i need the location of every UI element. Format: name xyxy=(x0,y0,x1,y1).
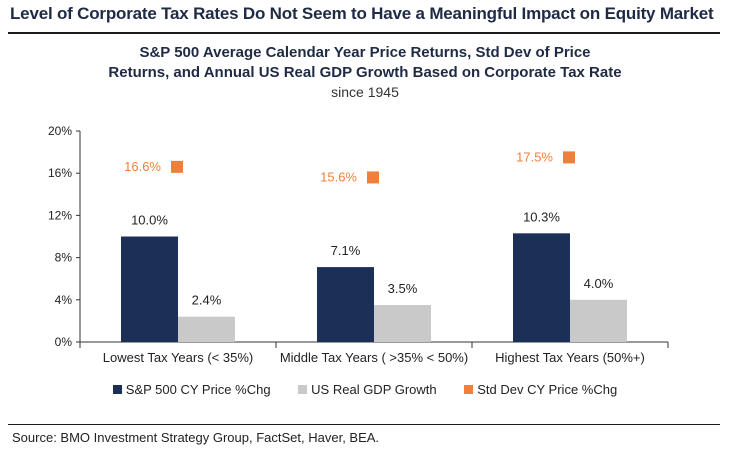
header: Level of Corporate Tax Rates Do Not Seem… xyxy=(10,4,720,24)
bar-gdp xyxy=(570,299,627,342)
y-tick-label: 12% xyxy=(48,208,72,222)
chart-title: S&P 500 Average Calendar Year Price Retu… xyxy=(0,43,730,101)
data-label-sp500: 7.1% xyxy=(331,243,361,258)
x-tick-label: Highest Tax Years (50%+) xyxy=(495,350,645,365)
chart-title-line-2: Returns, and Annual US Real GDP Growth B… xyxy=(108,64,622,81)
header-divider xyxy=(8,32,720,34)
data-label-gdp: 2.4% xyxy=(192,293,222,308)
marker-stddev xyxy=(563,151,575,164)
bar-gdp xyxy=(374,305,431,342)
data-label-stddev: 17.5% xyxy=(516,149,553,164)
legend-swatch-sp500 xyxy=(112,385,122,394)
bar-chart: 0% 4% 8% 12% 16% 20% 10.0% 2.4% 16.6% Lowest Tax … xyxy=(48,124,669,365)
y-tick-label: 20% xyxy=(48,124,72,138)
legend-label-sp500: S&P 500 CY Price %Chg xyxy=(125,382,271,397)
x-tick-label: Lowest Tax Years (< 35%) xyxy=(103,350,253,365)
data-label-stddev: 15.6% xyxy=(320,169,357,184)
bar-sp500 xyxy=(121,236,178,342)
y-tick-label: 16% xyxy=(48,166,72,180)
source-note: Source: BMO Investment Strategy Group, F… xyxy=(12,430,380,445)
legend-label-gdp: US Real GDP Growth xyxy=(311,382,437,397)
bar-gdp xyxy=(178,316,235,342)
chart-legend: S&P 500 CY Price %Chg US Real GDP Growth… xyxy=(0,382,730,397)
y-tick-label: 0% xyxy=(55,335,73,349)
x-tick-label: Middle Tax Years ( >35% < 50%) xyxy=(280,350,468,365)
legend-item-stddev: Std Dev CY Price %Chg xyxy=(464,382,617,397)
data-label-sp500: 10.0% xyxy=(131,213,168,228)
bar-sp500 xyxy=(513,233,570,342)
data-label-gdp: 4.0% xyxy=(584,276,614,291)
legend-item-sp500: S&P 500 CY Price %Chg xyxy=(112,382,271,397)
data-label-stddev: 16.6% xyxy=(124,159,161,174)
legend-item-gdp: US Real GDP Growth xyxy=(298,382,437,397)
footer-divider xyxy=(8,424,720,425)
y-tick-label: 4% xyxy=(55,293,73,307)
legend-swatch-stddev xyxy=(464,385,474,394)
chart-title-line-1: S&P 500 Average Calendar Year Price Retu… xyxy=(139,44,591,61)
page-title: Level of Corporate Tax Rates Do Not Seem… xyxy=(10,4,714,23)
legend-swatch-gdp xyxy=(298,385,308,394)
y-tick-label: 8% xyxy=(55,251,73,265)
data-label-gdp: 3.5% xyxy=(388,281,418,296)
marker-stddev xyxy=(171,160,183,173)
chart-subtitle: since 1945 xyxy=(331,84,399,100)
legend-label-stddev: Std Dev CY Price %Chg xyxy=(477,382,618,397)
data-label-sp500: 10.3% xyxy=(523,209,560,224)
bar-sp500 xyxy=(317,267,374,342)
marker-stddev xyxy=(367,171,379,184)
